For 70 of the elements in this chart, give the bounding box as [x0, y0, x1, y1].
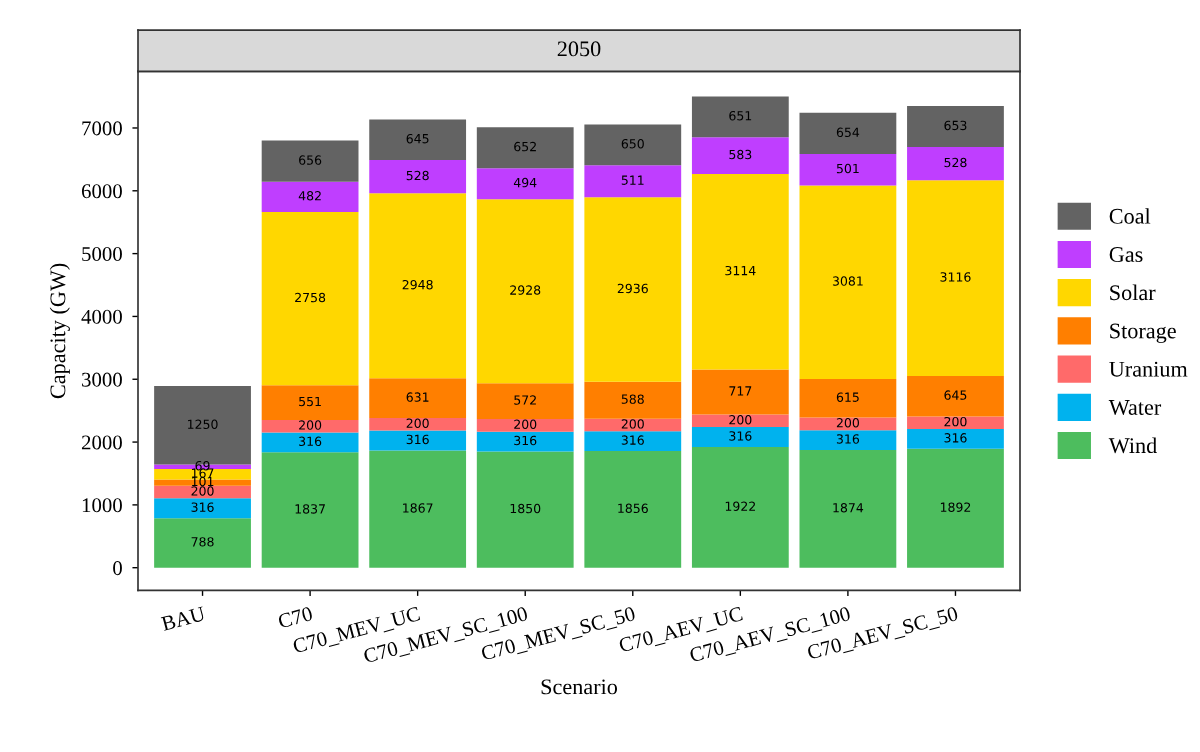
- bar: [907, 105, 1004, 148]
- x-tick-label: BAU: [160, 606, 206, 631]
- legend-label: Wind: [1108, 437, 1157, 454]
- bar: [584, 381, 682, 419]
- bar: [907, 448, 1004, 568]
- y-tick-label: 1000: [82, 498, 122, 513]
- bar: [476, 168, 574, 200]
- bar: [799, 153, 897, 186]
- legend-label: Gas: [1109, 247, 1143, 262]
- bar: [907, 180, 1004, 376]
- bar: [369, 193, 467, 379]
- bar: [154, 518, 251, 568]
- bar: [261, 140, 359, 182]
- y-tick-label: 3000: [82, 372, 122, 387]
- bar: [261, 181, 359, 213]
- bar: [584, 431, 682, 452]
- bar: [584, 418, 682, 432]
- y-tick-label: 0: [113, 561, 122, 576]
- legend-label: Coal: [1109, 208, 1151, 224]
- bar: [476, 419, 574, 432]
- bar: [261, 452, 359, 568]
- bar: [369, 450, 467, 568]
- bar: [476, 383, 574, 420]
- bar: [584, 451, 682, 568]
- bar: [799, 430, 897, 450]
- bar: [369, 119, 467, 161]
- legend-label: Uranium: [1109, 361, 1188, 377]
- bar: [369, 160, 467, 194]
- y-tick-label: 2000: [81, 435, 122, 450]
- bar: [691, 137, 789, 174]
- chart-title: 2050: [557, 41, 601, 57]
- bar: [154, 479, 251, 486]
- bar: [369, 378, 467, 419]
- bar: [369, 430, 467, 451]
- bar: [261, 432, 359, 453]
- bar: [476, 451, 574, 568]
- bar: [691, 173, 789, 370]
- y-tick-label: 5000: [82, 246, 122, 262]
- bar: [261, 212, 359, 386]
- bar: [476, 199, 574, 384]
- bar: [154, 386, 251, 465]
- bar: [154, 498, 251, 519]
- bar: [584, 124, 682, 166]
- y-tick-label: 6000: [81, 184, 122, 199]
- y-tick-label: 4000: [81, 309, 122, 324]
- bar: [907, 375, 1004, 417]
- x-axis-title: Scenario: [541, 679, 618, 695]
- bar: [584, 197, 682, 382]
- bar: [691, 369, 789, 415]
- legend-label: Water: [1108, 400, 1162, 415]
- bar: [907, 416, 1004, 429]
- bar: [261, 385, 359, 420]
- bar: [691, 96, 789, 138]
- bar: [907, 429, 1004, 449]
- bar: [799, 185, 897, 379]
- bar: [584, 165, 682, 198]
- bar: [691, 446, 789, 568]
- legend-label: Solar: [1110, 284, 1156, 301]
- y-axis-title: Capacity (GW): [49, 263, 70, 399]
- bar: [907, 147, 1004, 181]
- bar: [799, 112, 897, 154]
- bar: [691, 427, 789, 447]
- bar: [799, 449, 897, 568]
- bar: [476, 127, 574, 169]
- bar: [799, 378, 897, 418]
- bar: [369, 418, 467, 431]
- y-tick-label: 7000: [82, 121, 122, 136]
- legend-label: Storage: [1110, 323, 1176, 344]
- bar: [691, 414, 789, 428]
- bar: [476, 431, 574, 452]
